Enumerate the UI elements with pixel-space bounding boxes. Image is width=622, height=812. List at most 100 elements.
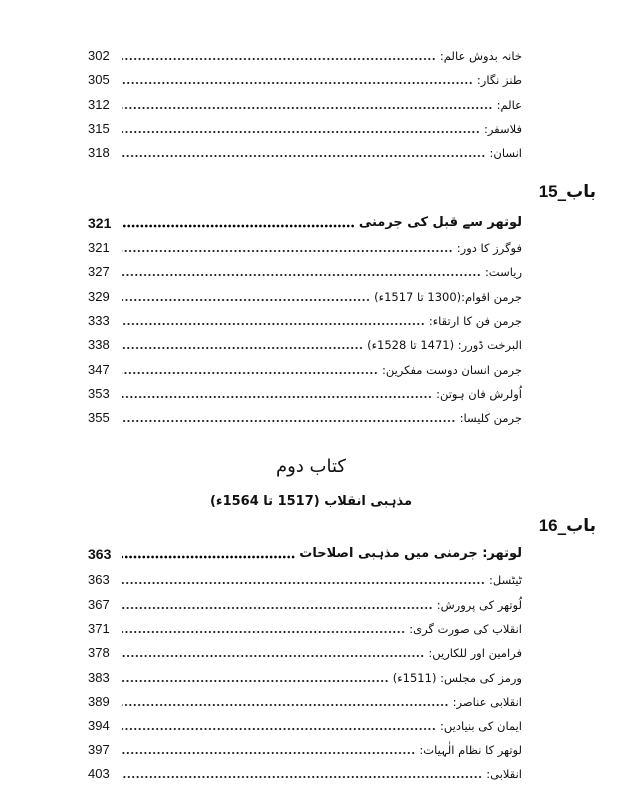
- chapter-number: 16: [538, 516, 558, 535]
- page-number: 394: [88, 718, 110, 733]
- entry-title: فلاسفر:: [483, 122, 522, 136]
- dot-leader: [122, 581, 486, 585]
- dot-leader: [122, 346, 364, 350]
- page-number: 333: [88, 313, 110, 328]
- entry-title: ورمز کی مجلس: (1511ء): [392, 671, 522, 685]
- entry-title: لوتھر: جرمنی میں مذہبی اصلاحات: [299, 546, 522, 561]
- entry-title: خانہ بدوش عالم:: [439, 49, 522, 63]
- dot-leader: [122, 727, 437, 731]
- page-number: 315: [88, 121, 110, 136]
- chapter-label: باب_: [557, 516, 596, 536]
- dot-leader: [122, 273, 481, 277]
- toc-entry: 302 خانہ بدوش عالم:: [88, 44, 522, 64]
- chapter-label: باب_: [557, 182, 596, 202]
- entry-title: لُوتھر کی پرورش:: [436, 598, 522, 612]
- toc-entry: 355 جرمن کلیسا:: [88, 406, 522, 426]
- dot-leader: [122, 298, 371, 302]
- page-number: 367: [88, 597, 110, 612]
- toc-entry: 353 اُولرش فان ہوتن:: [88, 382, 522, 402]
- dot-leader: [122, 555, 296, 559]
- page-number: 363: [88, 546, 112, 562]
- entry-title: جرمن اقوام:(1300 تا 1517ء): [374, 290, 522, 304]
- page-number: 371: [88, 621, 110, 636]
- page-number: 321: [88, 215, 112, 231]
- page-number: 318: [88, 145, 110, 160]
- dot-leader: [122, 81, 473, 85]
- entry-title: انقلاب کی صورت گری:: [409, 622, 522, 636]
- page-number: 389: [88, 694, 110, 709]
- dot-leader: [122, 775, 483, 779]
- page-number: 383: [88, 670, 110, 685]
- entry-title: ایمان کی بنیادیں:: [440, 719, 522, 733]
- page-number: 403: [88, 766, 110, 781]
- entry-title: انسان:: [489, 146, 522, 160]
- entry-title: فرامین اور للکاریں:: [428, 646, 522, 660]
- entry-title: لوتھر کا نظام الٰہیات:: [419, 743, 522, 757]
- entry-title: جرمن انسان دوست مفکرین:: [381, 363, 522, 377]
- toc-entry: 367 لُوتھر کی پرورش:: [88, 593, 522, 613]
- dot-leader: [122, 395, 433, 399]
- entry-title: جرمن فن کا ارتقاء:: [428, 314, 522, 328]
- entry-title: انقلابی عناصر:: [452, 695, 522, 709]
- dot-leader: [122, 371, 378, 375]
- toc-entry: 397 لوتھر کا نظام الٰہیات:: [88, 738, 522, 758]
- entry-title: ریاست:: [484, 265, 522, 279]
- page-number: 312: [88, 97, 110, 112]
- toc-entry: 403 انقلابی:: [88, 762, 522, 782]
- toc-entry: 338 البرخت ڈورر: (1471 تا 1528ء): [88, 333, 522, 353]
- chapter-16-label: باب_16: [539, 516, 596, 536]
- entry-title: طنز نگار:: [476, 73, 522, 87]
- toc-entry: 371 انقلاب کی صورت گری:: [88, 617, 522, 637]
- toc-entry: 378 فرامین اور للکاریں:: [88, 641, 522, 661]
- toc-entry: 305 طنز نگار:: [88, 68, 522, 88]
- toc-entry: 321 فوگرز کا دور:: [88, 236, 522, 256]
- entry-title: انقلابی:: [486, 767, 522, 781]
- page-number: 378: [88, 645, 110, 660]
- chapter-number: 15: [538, 182, 558, 201]
- toc-entry: 315 فلاسفر:: [88, 117, 522, 137]
- dot-leader: [122, 606, 433, 610]
- entry-title: جرمن کلیسا:: [459, 411, 522, 425]
- page-number: 321: [88, 240, 110, 255]
- dot-leader: [122, 106, 493, 110]
- page-number: 327: [88, 264, 110, 279]
- chapter-15-label: باب_15: [539, 182, 596, 202]
- page-number: 305: [88, 72, 110, 87]
- dot-leader: [122, 630, 406, 634]
- toc-entry: 329 جرمن اقوام:(1300 تا 1517ء): [88, 285, 522, 305]
- toc-entry: 318 انسان:: [88, 141, 522, 161]
- dot-leader: [122, 751, 416, 755]
- dot-leader: [122, 679, 389, 683]
- book-subtitle: مذہبی انقلاب (1517 تا 1564ء): [209, 494, 413, 509]
- toc-entry: 363 ٹیٹسل:: [88, 568, 522, 588]
- page-number: 355: [88, 410, 110, 425]
- entry-title: اُولرش فان ہوتن:: [436, 387, 522, 401]
- dot-leader: [122, 224, 355, 228]
- toc-entry: 312 عالم:: [88, 93, 522, 113]
- toc-entry: 333 جرمن فن کا ارتقاء:: [88, 309, 522, 329]
- toc-entry: 389 انقلابی عناصر:: [88, 690, 522, 710]
- page-number: 397: [88, 742, 110, 757]
- dot-leader: [122, 419, 456, 423]
- entry-title: فوگرز کا دور:: [456, 241, 522, 255]
- dot-leader: [122, 130, 480, 134]
- dot-leader: [122, 703, 449, 707]
- toc-entry: 394 ایمان کی بنیادیں:: [88, 714, 522, 734]
- toc-chapter-heading: 321 لوتھر سے قبل کی جرمنی: [88, 211, 522, 231]
- page-number: 338: [88, 337, 110, 352]
- dot-leader: [122, 654, 425, 658]
- dot-leader: [122, 322, 425, 326]
- entry-title: لوتھر سے قبل کی جرمنی: [358, 215, 522, 230]
- dot-leader: [122, 57, 436, 61]
- dot-leader: [122, 154, 486, 158]
- entry-title: البرخت ڈورر: (1471 تا 1528ء): [367, 338, 522, 352]
- entry-title: ٹیٹسل:: [489, 573, 522, 587]
- entry-title: عالم:: [496, 98, 522, 112]
- dot-leader: [122, 249, 453, 253]
- toc-entry: 347 جرمن انسان دوست مفکرین:: [88, 358, 522, 378]
- toc-chapter-heading: 363 لوتھر: جرمنی میں مذہبی اصلاحات: [88, 542, 522, 562]
- book-title: کتاب دوم: [275, 456, 346, 477]
- page-number: 353: [88, 386, 110, 401]
- page-number: 363: [88, 572, 110, 587]
- page-number: 302: [88, 48, 110, 63]
